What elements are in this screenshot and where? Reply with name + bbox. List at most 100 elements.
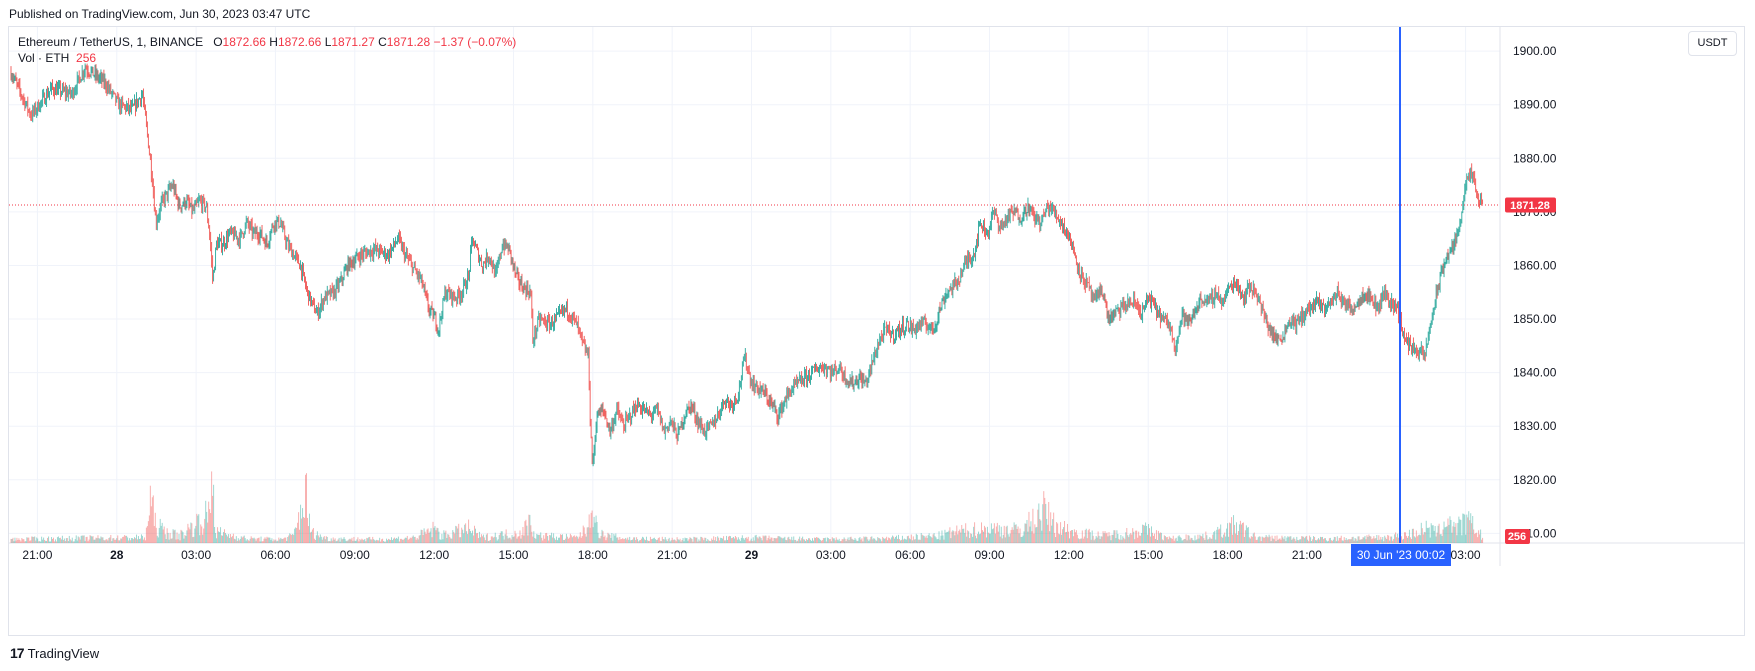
volume-bar	[331, 540, 333, 543]
volume-bar	[38, 541, 40, 543]
volume-bar	[1020, 536, 1022, 543]
volume-bar	[807, 540, 809, 543]
volume-bar	[641, 538, 643, 543]
volume-bar	[222, 532, 224, 543]
volume-bar	[276, 541, 278, 543]
volume-bar	[1046, 518, 1048, 543]
volume-bar	[110, 534, 112, 543]
volume-bar	[1052, 519, 1054, 543]
volume-bar	[393, 537, 395, 543]
currency-button[interactable]: USDT	[1688, 31, 1737, 56]
volume-bar	[640, 539, 642, 543]
y-tick-label: 1860.00	[1513, 258, 1557, 272]
volume-bar	[63, 538, 65, 543]
volume-bar	[84, 540, 86, 543]
volume-bar	[1211, 538, 1213, 543]
volume-bar	[578, 536, 580, 543]
volume-bar	[1063, 527, 1065, 543]
volume-bar	[1455, 523, 1457, 543]
volume-bar	[1443, 521, 1445, 543]
volume-bar	[1297, 539, 1299, 543]
volume-bar	[1349, 539, 1351, 543]
volume-bar	[1311, 541, 1313, 543]
volume-bar	[107, 540, 109, 543]
volume-bar	[486, 533, 488, 543]
volume-bar	[479, 537, 481, 543]
volume-bar	[455, 525, 457, 543]
volume-bar	[617, 537, 619, 543]
volume-bar	[291, 535, 293, 543]
volume-bar	[847, 537, 849, 543]
volume-bar	[1331, 540, 1333, 543]
volume-bar	[988, 533, 990, 543]
volume-bar	[258, 537, 260, 543]
tradingview-logo[interactable]: 17 TradingView	[10, 645, 99, 661]
volume-bar	[1290, 536, 1292, 543]
volume-bar	[1419, 535, 1421, 543]
volume-bar	[839, 541, 841, 543]
volume-bar	[787, 537, 789, 543]
volume-bar	[935, 537, 937, 543]
volume-bar	[477, 538, 479, 543]
volume-bar	[1084, 529, 1086, 543]
volume-bar	[918, 539, 920, 543]
volume-bar	[1391, 536, 1393, 543]
volume-bar	[212, 495, 214, 543]
volume-bar	[744, 538, 746, 543]
legend-open-label: O	[213, 35, 223, 49]
volume-bar	[318, 537, 320, 543]
x-tick-label: 03:00	[181, 548, 211, 562]
volume-bar	[803, 539, 805, 543]
volume-bar	[485, 534, 487, 543]
volume-bar	[175, 539, 177, 543]
volume-legend: Vol · ETH 256	[18, 51, 96, 65]
volume-bar	[300, 504, 302, 543]
volume-bar	[900, 539, 902, 543]
volume-bar	[1328, 538, 1330, 543]
volume-bar	[1350, 539, 1352, 543]
volume-bar	[378, 540, 380, 543]
volume-bar	[302, 508, 304, 543]
volume-bar	[1262, 537, 1264, 543]
volume-bar	[1446, 526, 1448, 543]
volume-bar	[121, 538, 123, 543]
volume-bar	[108, 538, 110, 543]
volume-bar	[967, 530, 969, 543]
volume-tag	[1505, 529, 1530, 544]
volume-bar	[269, 537, 271, 543]
volume-bar	[1264, 536, 1266, 543]
volume-bar	[644, 540, 646, 543]
volume-bar	[181, 530, 183, 543]
volume-bar	[882, 536, 884, 543]
volume-bar	[1106, 532, 1108, 543]
volume-bar	[1281, 535, 1283, 543]
volume-bar	[815, 537, 817, 543]
volume-bar	[675, 541, 677, 543]
volume-bar	[213, 484, 215, 543]
volume-bar	[1243, 536, 1245, 543]
volume-bar	[114, 539, 116, 543]
volume-bar	[610, 537, 612, 543]
volume-bar	[891, 537, 893, 543]
volume-bar	[679, 538, 681, 543]
y-tick-label: 1880.00	[1513, 151, 1557, 165]
volume-bar	[457, 528, 459, 543]
volume-bar	[347, 540, 349, 543]
volume-bar	[105, 539, 107, 543]
volume-bar	[161, 522, 163, 543]
volume-bar	[433, 527, 435, 543]
y-tick-label: 1840.00	[1513, 366, 1557, 380]
volume-bar	[1181, 540, 1183, 543]
volume-bar	[727, 539, 729, 543]
volume-bar	[690, 537, 692, 543]
volume-bar	[545, 533, 547, 543]
volume-bar	[310, 531, 312, 543]
volume-bar	[565, 533, 567, 543]
volume-bar	[494, 532, 496, 543]
volume-bar	[395, 537, 397, 543]
volume-bar	[1324, 538, 1326, 543]
volume-bar	[1337, 540, 1339, 543]
volume-bar	[987, 532, 989, 543]
volume-bar	[1409, 537, 1411, 543]
